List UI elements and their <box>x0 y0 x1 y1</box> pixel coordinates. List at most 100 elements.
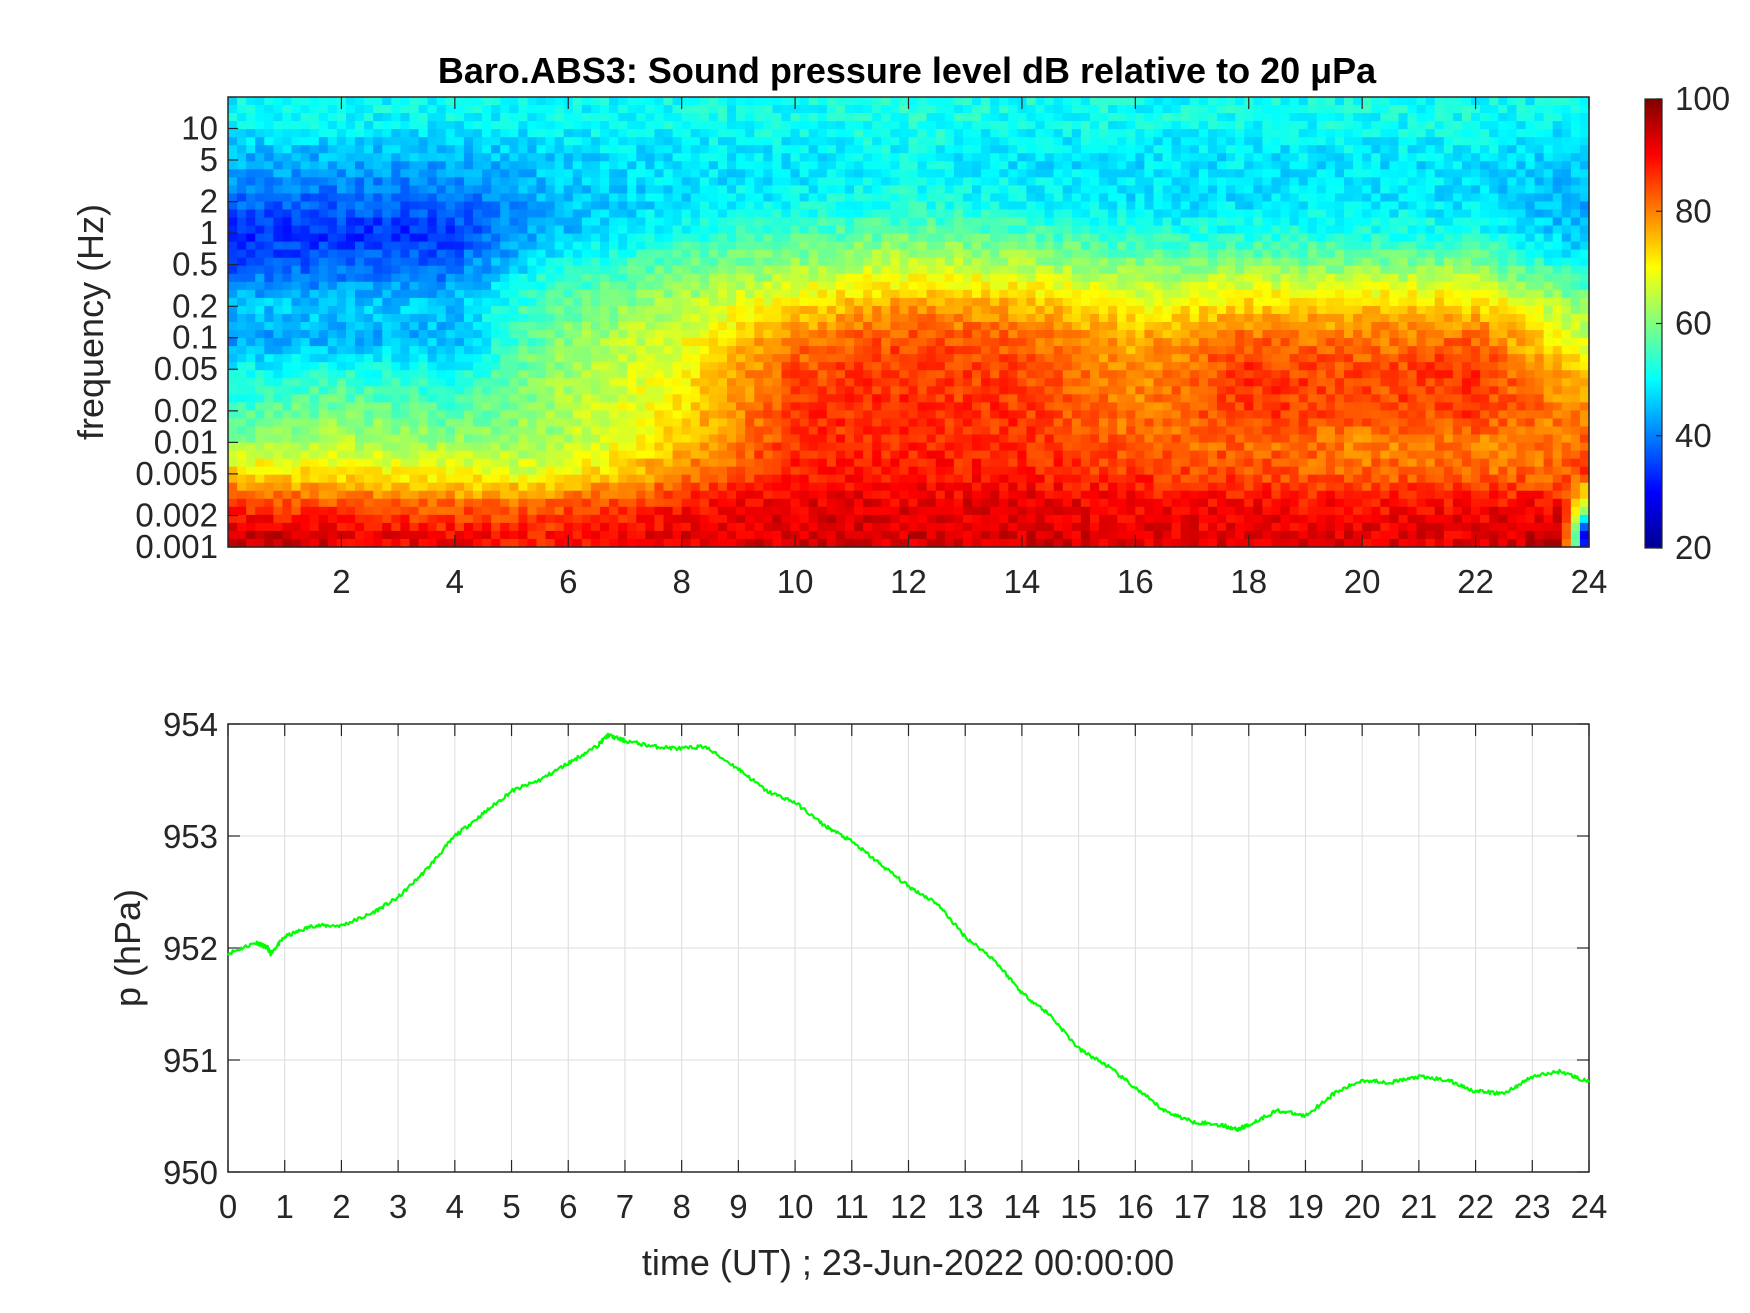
heatmap-cell <box>1271 305 1282 315</box>
heatmap-cell <box>627 322 637 331</box>
heatmap-cell <box>1362 97 1372 106</box>
heatmap-cell <box>445 169 456 178</box>
heatmap-cell <box>681 305 692 315</box>
heatmap-cell <box>1171 305 1182 315</box>
heatmap-cell <box>962 305 973 315</box>
heatmap-cell <box>799 177 810 186</box>
heatmap-cell <box>228 241 238 251</box>
heatmap-cell <box>835 201 846 211</box>
heatmap-cell <box>1017 113 1028 122</box>
heatmap-cell <box>1543 354 1554 363</box>
heatmap-cell <box>672 169 683 178</box>
heatmap-cell <box>763 177 773 186</box>
heatmap-cell <box>364 209 374 219</box>
heatmap-cell <box>491 273 501 283</box>
heatmap-cell <box>745 313 755 323</box>
heatmap-cell <box>300 105 311 114</box>
heatmap-cell <box>745 201 755 211</box>
heatmap-cell <box>935 193 946 203</box>
heatmap-cell <box>1162 113 1173 122</box>
heatmap-cell <box>581 97 592 106</box>
heatmap-cell <box>618 209 628 219</box>
heatmap-cell <box>309 289 320 299</box>
heatmap-cell <box>1398 330 1409 339</box>
heatmap-cell <box>318 241 329 251</box>
heatmap-cell <box>1325 322 1336 331</box>
heatmap-cell <box>1162 105 1173 114</box>
heatmap-cell <box>1389 322 1400 331</box>
heatmap-cell <box>355 177 365 186</box>
heatmap-cell <box>972 129 982 138</box>
heatmap-cell <box>908 346 919 355</box>
heatmap-cell <box>1262 145 1273 154</box>
heatmap-cell <box>1244 225 1254 235</box>
heatmap-cell <box>863 225 873 235</box>
heatmap-cell <box>609 297 619 307</box>
heatmap-cell <box>590 233 601 243</box>
heatmap-cell <box>1480 137 1490 146</box>
heatmap-cell <box>1226 153 1236 162</box>
heatmap-cell <box>436 297 447 307</box>
heatmap-cell <box>1298 177 1309 186</box>
heatmap-cell <box>1226 193 1236 203</box>
heatmap-cell <box>1334 153 1345 162</box>
heatmap-cell <box>436 249 447 259</box>
heatmap-cell <box>1480 113 1490 122</box>
heatmap-cell <box>1534 201 1545 211</box>
heatmap-cell <box>1026 273 1037 283</box>
heatmap-cell <box>1416 201 1427 211</box>
heatmap-cell <box>835 241 846 251</box>
heatmap-cell <box>1198 305 1209 315</box>
heatmap-cell <box>1461 297 1472 307</box>
heatmap-cell <box>581 217 592 227</box>
heatmap-cell <box>327 289 338 299</box>
heatmap-cell <box>1207 169 1218 178</box>
heatmap-cell <box>427 129 438 138</box>
heatmap-cell <box>336 217 347 227</box>
heatmap-cell <box>781 249 792 259</box>
heatmap-cell <box>908 113 919 122</box>
heatmap-cell <box>636 153 646 162</box>
heatmap-cell <box>327 97 338 106</box>
heatmap-cell <box>282 330 293 339</box>
heatmap-cell <box>618 105 628 114</box>
heatmap-cell <box>1434 193 1445 203</box>
heatmap-cell <box>590 177 601 186</box>
heatmap-cell <box>246 217 256 227</box>
heatmap-cell <box>1126 177 1136 186</box>
heatmap-cell <box>917 137 928 146</box>
heatmap-cell <box>572 289 583 299</box>
heatmap-cell <box>999 265 1009 275</box>
heatmap-cell <box>727 217 737 227</box>
heatmap-cell <box>636 273 646 283</box>
heatmap-cell <box>899 338 910 347</box>
heatmap-cell <box>1080 105 1091 114</box>
heatmap-cell <box>1353 201 1363 211</box>
heatmap-cell <box>1579 289 1590 299</box>
heatmap-cell <box>899 297 910 307</box>
heatmap-cell <box>355 225 365 235</box>
heatmap-cell <box>345 193 356 203</box>
heatmap-cell <box>772 145 783 154</box>
heatmap-cell <box>327 281 338 291</box>
heatmap-cell <box>699 193 710 203</box>
heatmap-cell <box>863 145 873 154</box>
heatmap-cell <box>962 153 973 162</box>
heatmap-cell <box>563 265 574 275</box>
heatmap-cell <box>1416 105 1427 114</box>
heatmap-cell <box>944 265 955 275</box>
heatmap-cell <box>618 362 628 371</box>
heatmap-cell <box>391 249 401 259</box>
heatmap-cell <box>799 145 810 154</box>
heatmap-cell <box>872 129 882 138</box>
heatmap-cell <box>1552 241 1563 251</box>
heatmap-cell <box>727 249 737 259</box>
heatmap-cell <box>1235 330 1245 339</box>
heatmap-cell <box>1099 297 1109 307</box>
heatmap-cell <box>581 193 592 203</box>
heatmap-cell <box>491 233 501 243</box>
heatmap-cell <box>264 97 274 106</box>
heatmap-cell <box>1298 121 1309 130</box>
heatmap-cell <box>1080 137 1091 146</box>
heatmap-cell <box>1053 129 1064 138</box>
